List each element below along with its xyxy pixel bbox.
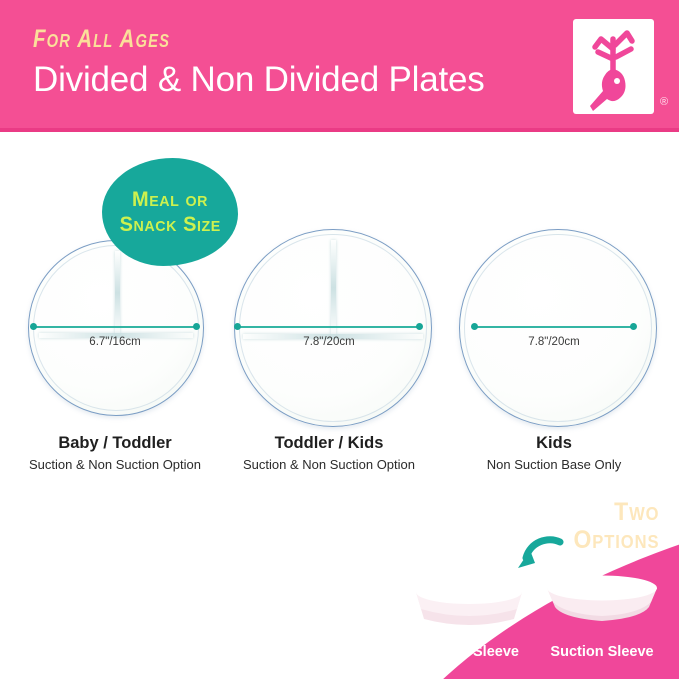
plate-divider-horizontal-2 xyxy=(243,334,423,339)
measure-label-3: 7.8"/20cm xyxy=(528,336,580,348)
measure-label-2: 7.8"/20cm xyxy=(303,336,355,348)
deer-eye-icon xyxy=(614,78,620,84)
pointer-arrow xyxy=(516,536,564,578)
header-underline xyxy=(0,128,679,132)
plate-title-3: Kids xyxy=(536,434,572,452)
plate-rim-3 xyxy=(464,234,652,422)
measure-line-2 xyxy=(237,326,420,328)
plate-subtitle-1: Suction & Non Suction Option xyxy=(29,457,201,472)
badge-line-1: Meal or xyxy=(131,188,209,211)
plate-illustration-1 xyxy=(28,240,204,416)
header-banner: For All Ages Divided & Non Divided Plate… xyxy=(0,0,679,132)
measure-dot-left-1 xyxy=(30,323,37,330)
plate-title-2: Toddler / Kids xyxy=(274,434,384,452)
two-options-heading: Two Options xyxy=(566,498,659,554)
plate-card-toddler-kids: 7.8"/20cm Toddler / Kids Suction & Non S… xyxy=(216,132,442,482)
plate-title-1: Baby / Toddler xyxy=(58,434,172,452)
normal-sleeve-illustration xyxy=(410,579,528,631)
normal-sleeve-label: Normal Sleeve xyxy=(419,644,519,660)
page-title: Divided & Non Divided Plates xyxy=(33,60,485,99)
measure-dot-left-3 xyxy=(471,323,478,330)
measure-dot-right-1 xyxy=(193,323,200,330)
plate-card-kids: 7.8"/20cm Kids Non Suction Base Only xyxy=(441,132,667,482)
two-options-line-1: Two xyxy=(613,498,659,526)
two-options-line-2: Options xyxy=(573,526,659,554)
plate-divider-horizontal-1 xyxy=(39,333,193,338)
registered-trademark-mark: ® xyxy=(660,96,669,108)
curved-arrow-left-icon xyxy=(518,536,564,568)
suction-sleeve-illustration xyxy=(543,574,661,626)
plate-divider-vertical-2 xyxy=(331,240,336,336)
badge-line-2: Snack Size xyxy=(119,213,221,236)
plate-divider-vertical-1 xyxy=(115,251,120,335)
measure-dot-right-3 xyxy=(630,323,637,330)
deer-head-shape xyxy=(590,69,626,111)
plate-illustration-3 xyxy=(459,229,657,427)
plate-illustration-2 xyxy=(234,229,432,427)
header-text-group: For All Ages Divided & Non Divided Plate… xyxy=(33,26,553,102)
meal-snack-size-badge: Meal or Snack Size xyxy=(102,158,238,266)
measure-line-1 xyxy=(33,326,197,328)
measure-label-1: 6.7"/16cm xyxy=(89,336,141,348)
deer-head-logo-icon xyxy=(590,30,635,111)
measure-line-3 xyxy=(474,326,634,328)
plate-card-baby-toddler: 6.7"/16cm Baby / Toddler Suction & Non S… xyxy=(2,132,228,482)
measure-dot-right-2 xyxy=(416,323,423,330)
plate-subtitle-2: Suction & Non Suction Option xyxy=(243,457,415,472)
brand-logo xyxy=(573,19,654,114)
plate-subtitle-3: Non Suction Base Only xyxy=(486,457,622,472)
plates-row: 6.7"/16cm Baby / Toddler Suction & Non S… xyxy=(0,132,679,482)
header-kicker: For All Ages xyxy=(33,25,171,53)
suction-sleeve-icon xyxy=(547,575,657,621)
suction-sleeve-label: Suction Sleeve xyxy=(550,644,654,660)
normal-sleeve-icon xyxy=(416,580,522,625)
measure-dot-left-2 xyxy=(234,323,241,330)
two-options-panel: Two Options Normal Sleeve xyxy=(0,482,679,679)
